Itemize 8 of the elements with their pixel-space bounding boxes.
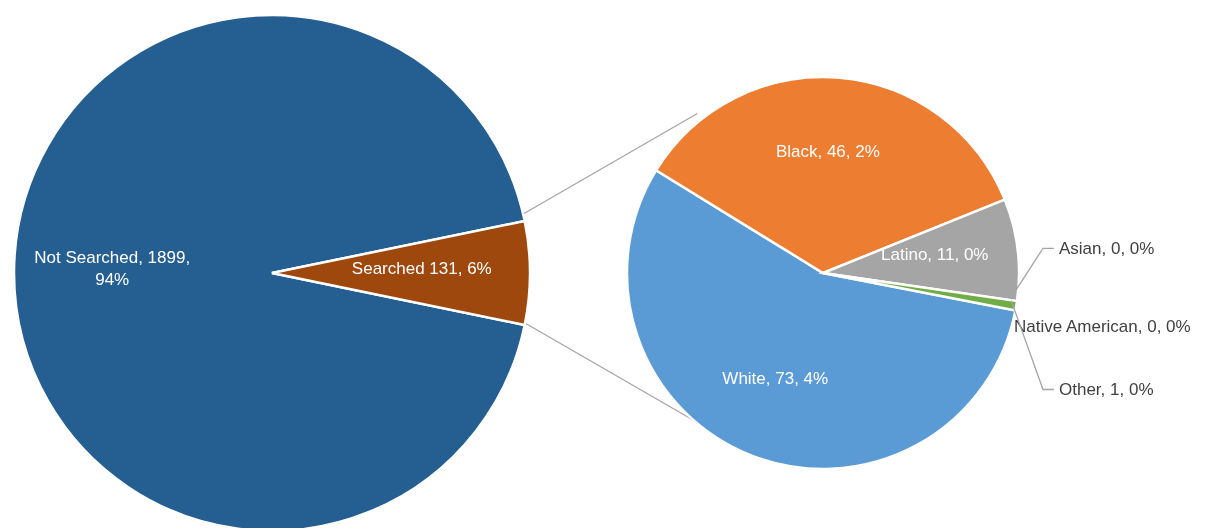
slice-label: White, 73, 4%	[722, 368, 829, 388]
slice-label: Not Searched, 1899, 94%	[34, 247, 191, 289]
slice-label: Searched 131, 6%	[351, 258, 492, 278]
category-label: Asian, 0, 0%	[1059, 238, 1155, 258]
slice-label: Latino, 11, 0%	[881, 244, 989, 264]
category-label: Native American, 0, 0%	[1014, 317, 1191, 337]
slice-label: Black, 46, 2%	[775, 141, 880, 161]
slice-label: Other, 1, 0%	[1059, 380, 1154, 400]
